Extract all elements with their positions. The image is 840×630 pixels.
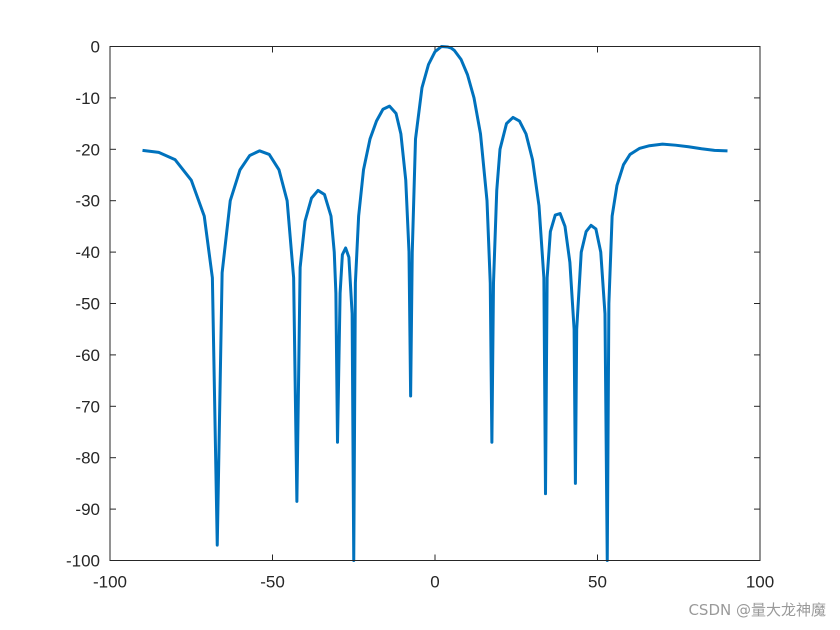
x-tick-label: 0 [430,573,439,592]
plot-frame [109,46,761,561]
x-tick-label: 100 [746,573,774,592]
y-tick-label: -100 [66,552,100,571]
watermark-text: CSDN @量大龙神魔 [688,601,826,619]
y-tick-label: -80 [75,449,100,468]
x-tick-label: -100 [93,573,127,592]
y-tick-label: 0 [91,38,100,57]
axis-tick-labels: -100 -50 0 50 100 0 -10 -20 -30 -40 -50 -60 -70 -80 -9… [66,38,774,592]
plot-area [110,46,760,561]
y-tick-label: -10 [75,89,100,108]
y-tick-label: -30 [75,192,100,211]
y-tick-label: -20 [75,140,100,159]
x-tick-label: -50 [260,573,285,592]
y-tick-label: -40 [75,243,100,262]
x-tick-label: 50 [588,573,607,592]
y-tick-label: -50 [75,295,100,314]
y-tick-label: -70 [75,397,100,416]
y-tick-label: -90 [75,500,100,519]
y-tick-label: -60 [75,346,100,365]
